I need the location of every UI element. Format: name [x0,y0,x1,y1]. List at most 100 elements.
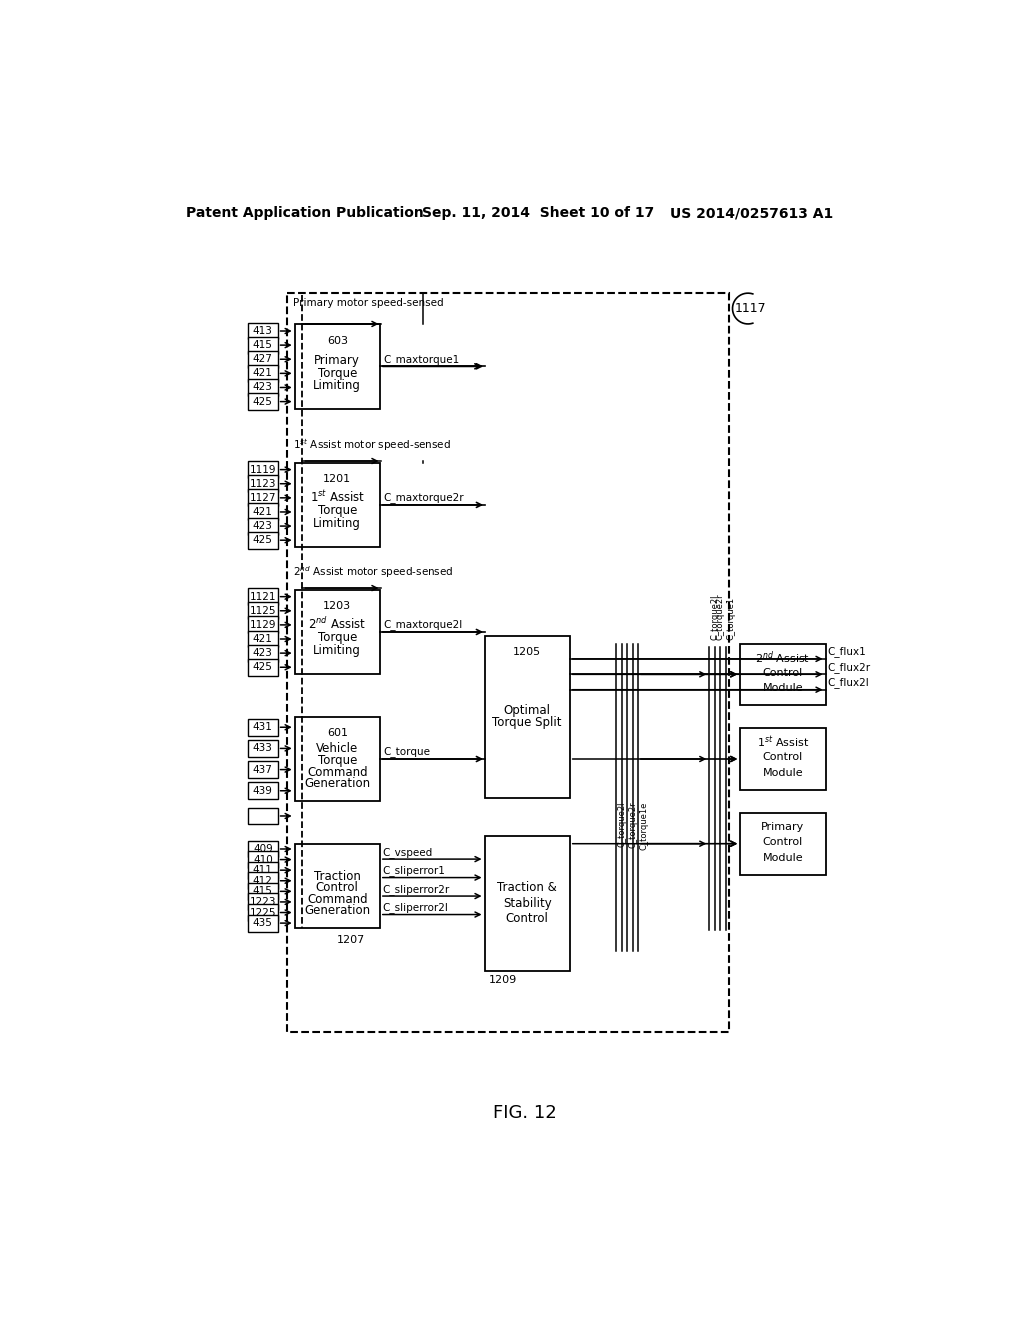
Text: Module: Module [763,768,803,777]
Text: C_vspeed: C_vspeed [382,846,432,858]
Bar [248,475,278,492]
Text: 415: 415 [253,886,272,896]
Bar [248,841,278,858]
Text: 423: 423 [253,383,272,392]
Text: 439: 439 [253,785,272,796]
Text: 431: 431 [253,722,272,733]
Bar [248,364,278,381]
Bar [248,461,278,478]
Bar [248,351,278,368]
Text: C_torque2r: C_torque2r [716,593,724,640]
Text: C_maxtorque1: C_maxtorque1 [383,354,459,364]
Text: Module: Module [763,684,803,693]
Text: C_flux2r: C_flux2r [827,661,870,673]
Bar [295,717,380,801]
Text: 423: 423 [253,648,272,659]
Text: 421: 421 [253,634,272,644]
Text: 1203: 1203 [324,601,351,611]
Text: 1$^{st}$ Assist: 1$^{st}$ Assist [309,490,365,506]
Text: 1119: 1119 [250,465,276,475]
Text: C_torque1: C_torque1 [726,597,735,640]
Text: 415: 415 [253,341,272,350]
Text: 1$^{st}$ Assist: 1$^{st}$ Assist [757,734,809,750]
Text: 425: 425 [253,396,272,407]
Bar [248,589,278,605]
Text: 1125: 1125 [250,606,276,615]
Bar [484,636,569,797]
Bar [740,729,825,789]
Text: 1223: 1223 [250,896,276,907]
Bar [248,883,278,900]
Bar [248,517,278,535]
Text: C_torque2l: C_torque2l [710,594,719,640]
Bar [484,836,569,970]
Bar [248,616,278,634]
Text: Control: Control [506,912,549,925]
Text: 1207: 1207 [337,935,366,945]
Text: 2$^{nd}$ Assist motor speed-sensed: 2$^{nd}$ Assist motor speed-sensed [293,565,454,581]
Bar [248,741,278,756]
Bar [740,644,825,705]
Text: 412: 412 [253,875,272,886]
Bar [248,631,278,648]
Text: Primary: Primary [314,354,360,367]
Text: 423: 423 [253,521,272,531]
Text: C_flux2l: C_flux2l [827,677,868,688]
Bar [248,532,278,549]
Text: 1127: 1127 [250,492,276,503]
Text: 601: 601 [327,729,348,738]
Text: C_sliperror2r: C_sliperror2r [382,883,450,895]
Bar [248,783,278,799]
Bar [248,337,278,354]
Text: US 2014/0257613 A1: US 2014/0257613 A1 [671,206,834,220]
Bar [740,813,825,874]
Text: Primary motor speed-sensed: Primary motor speed-sensed [293,298,443,308]
Text: 421: 421 [253,507,272,517]
Bar [248,379,278,396]
Text: Module: Module [763,853,803,862]
Text: C_torque1e: C_torque1e [640,801,648,850]
Text: Patent Application Publication: Patent Application Publication [186,206,424,220]
Text: Control: Control [763,752,803,763]
Bar [248,490,278,507]
Text: 421: 421 [253,368,272,379]
Text: 1209: 1209 [488,974,517,985]
Text: Limiting: Limiting [313,644,361,657]
Bar [248,602,278,619]
Text: 1121: 1121 [250,591,276,602]
Bar [295,462,380,548]
Text: C_maxtorque2l: C_maxtorque2l [383,619,462,631]
Text: 2$^{nd}$ Assist: 2$^{nd}$ Assist [308,616,367,632]
Text: Traction &: Traction & [498,882,557,895]
Text: 603: 603 [327,335,348,346]
Text: Optimal: Optimal [504,704,551,717]
Text: 1129: 1129 [250,620,276,630]
Text: FIG. 12: FIG. 12 [493,1105,557,1122]
Bar [287,293,729,1032]
Text: Torque Split: Torque Split [493,717,562,730]
Text: Torque: Torque [317,367,357,380]
Text: Generation: Generation [304,777,371,791]
Text: 1117: 1117 [735,302,766,315]
Text: Limiting: Limiting [313,517,361,529]
Text: C_flux1: C_flux1 [827,647,866,657]
Text: 2$^{nd}$ Assist: 2$^{nd}$ Assist [756,649,810,665]
Text: Stability: Stability [503,896,552,909]
Text: C_torque2r: C_torque2r [629,801,638,847]
Bar [248,762,278,777]
Text: Control: Control [763,837,803,847]
Bar [248,503,278,520]
Text: 425: 425 [253,535,272,545]
Text: 1201: 1201 [324,474,351,484]
Bar [248,719,278,735]
Text: 1$^{st}$ Assist motor speed-sensed: 1$^{st}$ Assist motor speed-sensed [293,437,451,453]
Text: Torque: Torque [317,754,357,767]
Bar [248,393,278,411]
Bar [295,843,380,928]
Bar [295,323,380,409]
Text: C_torque2l: C_torque2l [617,801,627,847]
Text: Vehicle: Vehicle [316,742,358,755]
Text: 413: 413 [253,326,272,337]
Text: 425: 425 [253,663,272,672]
Bar [248,894,278,911]
